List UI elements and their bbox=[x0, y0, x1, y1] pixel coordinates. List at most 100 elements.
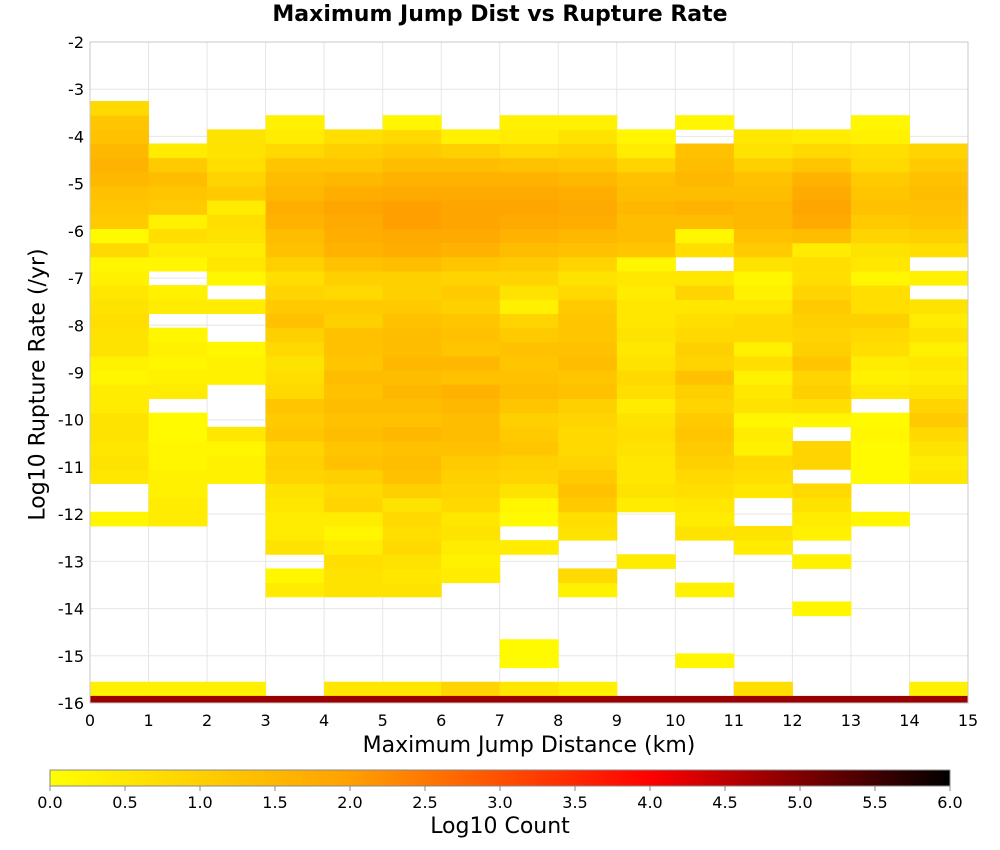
heatmap-cell bbox=[441, 568, 501, 584]
heatmap-cell bbox=[909, 384, 969, 399]
y-tick-labels: -2 -3 -4 -5 -6 -7 -8 -9 -10 -11 -12 -13 -14 -15 -16 bbox=[58, 33, 84, 713]
heatmap-cell bbox=[499, 129, 559, 145]
heatmap-cell bbox=[499, 639, 559, 654]
heatmap-cell bbox=[148, 143, 208, 159]
heatmap-cell bbox=[792, 695, 852, 703]
heatmap-cell bbox=[90, 370, 150, 385]
heatmap-cell bbox=[90, 242, 150, 258]
heatmap-cell bbox=[382, 384, 442, 399]
heatmap-cell bbox=[148, 497, 208, 513]
heatmap-cell bbox=[207, 440, 267, 456]
heatmap-cell bbox=[850, 256, 910, 272]
heatmap-cell bbox=[909, 426, 969, 442]
heatmap-cell bbox=[90, 129, 150, 145]
heatmap-cell bbox=[148, 511, 208, 527]
heatmap-cell bbox=[148, 355, 208, 371]
heatmap-cell bbox=[324, 370, 384, 385]
heatmap-cell bbox=[792, 370, 852, 385]
colorbar-tick-label: 1.5 bbox=[262, 793, 287, 812]
heatmap-cell bbox=[616, 200, 676, 215]
heatmap-cell bbox=[441, 355, 501, 371]
y-tick-label: -4 bbox=[68, 127, 84, 146]
heatmap-cell bbox=[792, 398, 852, 414]
heatmap-cell bbox=[850, 341, 910, 357]
colorbar-tick-labels: 0.0 0.5 1.0 1.5 2.0 2.5 3.0 3.5 4.0 4.5 5.0 5.5 6.0 bbox=[37, 786, 963, 812]
heatmap-cell bbox=[558, 695, 618, 703]
heatmap-cell bbox=[441, 412, 501, 428]
heatmap-cell bbox=[558, 242, 618, 258]
heatmap-cell bbox=[499, 355, 559, 371]
heatmap-cell bbox=[207, 270, 267, 286]
heatmap-cell bbox=[265, 115, 325, 130]
heatmap-cell bbox=[792, 601, 852, 617]
heatmap-cell bbox=[558, 299, 618, 314]
heatmap-cell bbox=[733, 200, 793, 215]
heatmap-cell bbox=[558, 469, 618, 484]
heatmap-cell bbox=[90, 228, 150, 244]
heatmap-cell bbox=[909, 214, 969, 229]
heatmap-cell bbox=[558, 157, 618, 173]
x-tick-label: 10 bbox=[665, 711, 685, 730]
heatmap-cell bbox=[733, 299, 793, 314]
heatmap-cell bbox=[441, 554, 501, 569]
heatmap-cell bbox=[382, 186, 442, 201]
heatmap-cell bbox=[675, 370, 735, 385]
heatmap-cell bbox=[558, 341, 618, 357]
heatmap-cell bbox=[265, 370, 325, 385]
heatmap-cell bbox=[616, 455, 676, 470]
heatmap-cell bbox=[850, 115, 910, 130]
heatmap-cell bbox=[265, 200, 325, 215]
x-tick-label: 9 bbox=[612, 711, 622, 730]
heatmap-cell bbox=[558, 355, 618, 371]
heatmap-cell bbox=[675, 143, 735, 159]
heatmap-cell bbox=[792, 412, 852, 428]
heatmap-cell bbox=[792, 355, 852, 371]
heatmap-cell bbox=[675, 242, 735, 258]
heatmap-cell bbox=[909, 341, 969, 357]
heatmap-cell bbox=[382, 511, 442, 527]
x-tick-label: 2 bbox=[202, 711, 212, 730]
heatmap-cell bbox=[148, 412, 208, 428]
heatmap-cell bbox=[90, 299, 150, 314]
heatmap-cell bbox=[733, 256, 793, 272]
heatmap-cell bbox=[850, 426, 910, 442]
heatmap-cell bbox=[675, 285, 735, 300]
heatmap-cell bbox=[850, 143, 910, 159]
heatmap-cell bbox=[558, 129, 618, 145]
heatmap-cell bbox=[265, 469, 325, 484]
heatmap-cell bbox=[733, 540, 793, 555]
heatmap-cell bbox=[675, 695, 735, 703]
heatmap-cell bbox=[499, 228, 559, 244]
y-tick-label: -3 bbox=[68, 80, 84, 99]
heatmap-cell bbox=[616, 398, 676, 414]
y-tick-label: -12 bbox=[58, 505, 84, 524]
heatmap-cell bbox=[382, 540, 442, 555]
heatmap-cell bbox=[90, 440, 150, 456]
heatmap-cell bbox=[441, 497, 501, 513]
heatmap-cell bbox=[558, 256, 618, 272]
heatmap-cell bbox=[499, 214, 559, 229]
heatmap-cell bbox=[499, 681, 559, 697]
heatmap-cell bbox=[324, 186, 384, 201]
heatmap-cell bbox=[909, 171, 969, 187]
y-tick-label: -7 bbox=[68, 269, 84, 288]
heatmap-cell bbox=[324, 384, 384, 399]
heatmap-cell bbox=[324, 525, 384, 541]
heatmap-cell bbox=[909, 270, 969, 286]
heatmap-cell bbox=[850, 171, 910, 187]
heatmap-cell bbox=[675, 186, 735, 201]
heatmap-cell bbox=[733, 483, 793, 499]
heatmap-cell bbox=[499, 171, 559, 187]
heatmap-cell bbox=[733, 695, 793, 703]
heatmap-cell bbox=[909, 200, 969, 215]
heatmap-cell bbox=[499, 186, 559, 201]
heatmap-cell bbox=[265, 582, 325, 598]
heatmap-cell bbox=[382, 497, 442, 513]
heatmap-cell bbox=[207, 370, 267, 385]
heatmap-cell bbox=[207, 171, 267, 187]
heatmap-cell bbox=[382, 143, 442, 159]
heatmap-cell bbox=[909, 327, 969, 343]
heatmap-cell bbox=[675, 171, 735, 187]
heatmap-cell bbox=[675, 455, 735, 470]
heatmap-cell bbox=[733, 157, 793, 173]
